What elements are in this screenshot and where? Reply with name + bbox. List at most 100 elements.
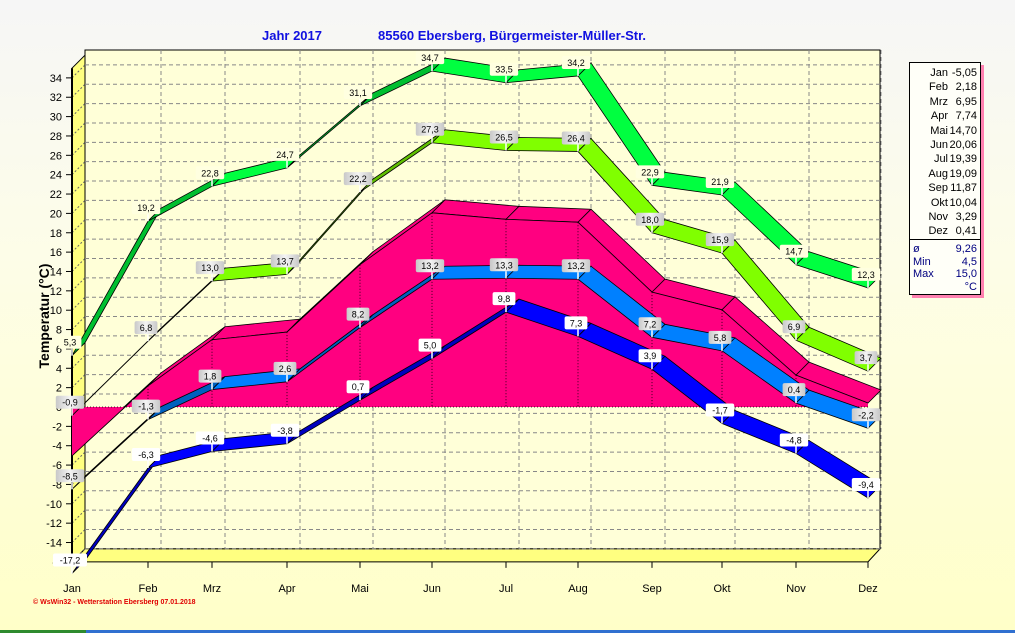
- label-box: [131, 399, 161, 413]
- grid-line-side: [71, 200, 86, 214]
- legend-avg: ø 9,26: [910, 243, 980, 256]
- grid-line-side: [71, 529, 86, 543]
- legend-month: Sep: [928, 182, 948, 195]
- legend-month: Jan: [930, 67, 948, 79]
- label-text: 27,3: [421, 125, 439, 135]
- unit-label: °C: [964, 280, 977, 293]
- grid-line-side: [71, 374, 86, 388]
- series-3-value-label: 34,7: [415, 51, 445, 72]
- y-tick-label: 32: [50, 92, 62, 104]
- mean-area-edge: [147, 339, 213, 387]
- label-box: [638, 349, 662, 363]
- grid-line-side: [71, 277, 86, 292]
- series-0-value-label: -9,4: [851, 477, 881, 498]
- legend-min: Min 4,5: [910, 256, 980, 269]
- legend-month: Aug: [928, 167, 948, 180]
- legend-month: Okt: [930, 196, 948, 209]
- y-tick-label: 10: [50, 305, 62, 317]
- series-1-value-label: 1,8: [198, 369, 222, 390]
- label-text: -9,4: [858, 480, 874, 490]
- mean-area-edge: [211, 331, 288, 341]
- series-1-value-label: 7,2: [638, 317, 662, 338]
- label-text: 5,8: [714, 333, 727, 343]
- y-tick-label: 4: [56, 363, 62, 375]
- label-box: [195, 166, 225, 180]
- footer-credit: © WsWin32 - Wetterstation Ebersberg 07.0…: [33, 599, 196, 606]
- legend-value: 2,18: [955, 81, 977, 94]
- x-tick-label: Mrz: [203, 583, 221, 595]
- avg-label: ø: [913, 243, 920, 255]
- mean-area-edge: [795, 374, 869, 404]
- grid-line-side: [71, 161, 86, 176]
- legend-row: Dez 0,41: [910, 224, 980, 238]
- mean-area-edge: [431, 212, 507, 220]
- y-tick-label: 20: [50, 208, 62, 220]
- label-box: [346, 307, 370, 321]
- legend-value: 3,29: [955, 210, 977, 223]
- label-text: -4,6: [202, 434, 218, 444]
- label-text: 19,2: [137, 203, 155, 213]
- x-tick-label: Nov: [786, 583, 806, 595]
- legend-max: Max 15,0: [910, 268, 980, 281]
- legend-row: Aug 19,09: [910, 167, 980, 181]
- label-box: [708, 330, 732, 344]
- label-text: 3,7: [860, 353, 873, 363]
- label-box: [270, 147, 300, 161]
- label-box: [705, 403, 735, 417]
- series-1-value-label: -8,5: [55, 469, 85, 490]
- label-box: [635, 212, 665, 226]
- label-box: [561, 55, 591, 69]
- grid-line-side: [71, 296, 86, 311]
- y-tick-label: -6: [52, 460, 62, 472]
- series-2-value-label: -0,9: [55, 395, 85, 416]
- label-text: 13,0: [201, 263, 219, 273]
- legend-value: 10,04: [949, 196, 977, 209]
- label-box: [489, 130, 519, 144]
- legend-value: 20,06: [949, 138, 977, 151]
- series-0-value-label: -17,2: [53, 553, 87, 574]
- label-box: [561, 131, 591, 145]
- plot-floor: [70, 548, 882, 563]
- grid-line-side: [71, 83, 86, 98]
- label-box: [198, 369, 222, 383]
- mean-area-edge: [651, 291, 723, 311]
- y-tick-label: 6: [56, 344, 62, 356]
- mean-area-edge: [359, 212, 433, 266]
- series-3-value-label: 22,9: [635, 165, 665, 186]
- series-2-value-label: 18,0: [635, 212, 665, 233]
- x-tick-label: Sep: [642, 583, 662, 595]
- max-label: Max: [913, 268, 934, 280]
- label-text: 13,2: [567, 261, 585, 271]
- series-1-value-label: 2,6: [273, 361, 297, 382]
- min-value: 4,5: [961, 255, 977, 268]
- legend-value: 14,70: [949, 124, 977, 137]
- label-box: [561, 259, 591, 273]
- label-box: [195, 431, 225, 445]
- mean-area-front: [432, 212, 506, 407]
- y-tick-label: 16: [50, 247, 62, 259]
- grid-line-side: [71, 509, 86, 524]
- label-box: [55, 395, 85, 409]
- label-box: [131, 447, 161, 461]
- series-0-value-label: 3,9: [638, 349, 662, 370]
- legend-month: Jul: [933, 153, 948, 166]
- label-text: 13,2: [421, 261, 439, 271]
- label-box: [415, 122, 445, 136]
- y-axis-label: Temperatur (°C): [36, 263, 52, 369]
- grid-line-side: [71, 451, 86, 466]
- y-tick-label: 34: [50, 73, 62, 85]
- grid-line-side: [71, 141, 86, 156]
- series-3-value-label: 24,7: [270, 147, 300, 168]
- series-1-value-label: 13,2: [415, 259, 445, 280]
- label-text: 9,8: [498, 294, 511, 304]
- legend-row: Jun 20,06: [910, 138, 980, 152]
- label-text: 21,9: [711, 177, 729, 187]
- x-tick-label: Jun: [423, 583, 441, 595]
- y-tick-label: 28: [50, 131, 62, 143]
- label-box: [705, 175, 735, 189]
- label-box: [779, 244, 809, 258]
- series-2-value-label: 22,2: [343, 172, 373, 193]
- label-text: 7,2: [644, 319, 657, 329]
- min-label: Min: [913, 255, 931, 268]
- label-box: [489, 258, 519, 272]
